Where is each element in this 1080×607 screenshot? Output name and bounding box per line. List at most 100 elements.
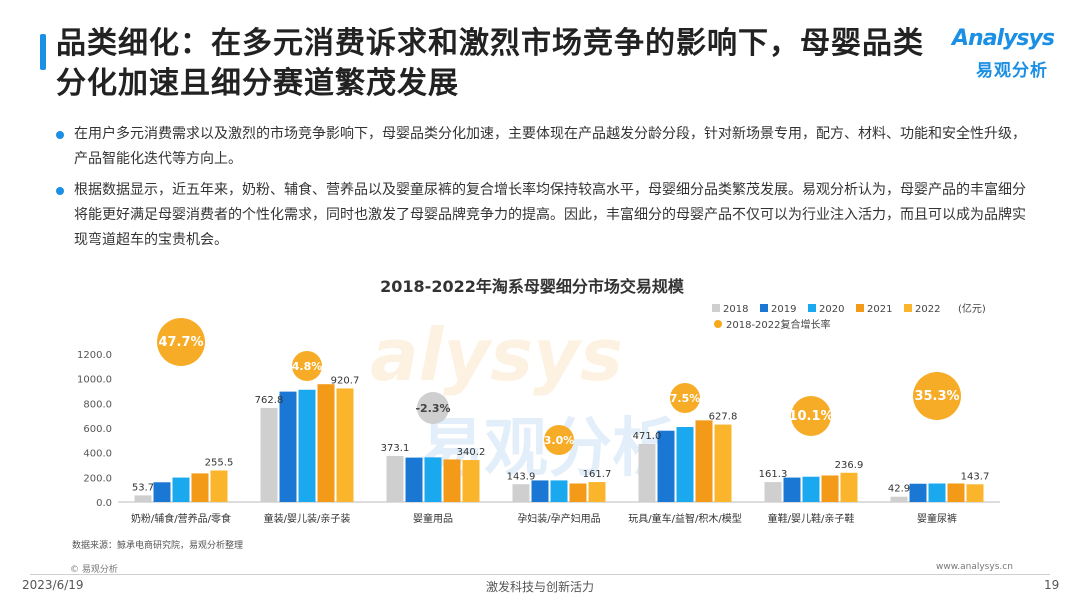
cagr-circle [157, 318, 205, 366]
y-tick-label: 600.0 [83, 424, 112, 435]
cagr-circle [670, 383, 700, 413]
bar [298, 389, 316, 502]
bar [764, 482, 782, 502]
bar [821, 475, 839, 502]
chart-legend: 2018 2019 2020 2021 2022 (亿元) 2018-2022复合增长率 [712, 302, 986, 331]
bar [657, 430, 675, 502]
footer-logo-text: © 易观分析 [70, 565, 118, 575]
bullet-dot-icon [56, 187, 64, 195]
legend-label: 2019 [771, 304, 796, 315]
bar [783, 477, 801, 502]
footer-slogan: 激发科技与创新活力 [485, 580, 594, 594]
bar [424, 457, 442, 502]
footer-date: 2023/6/19 [22, 578, 84, 592]
bar [588, 482, 606, 502]
legend-swatch [856, 304, 864, 312]
chart-title: 2018-2022年淘系母婴细分市场交易规模 [380, 277, 685, 296]
data-source-note: 数据来源：鲸承电商研究院，易观分析整理 [72, 541, 244, 551]
cagr-circle [913, 372, 961, 420]
bullet-text: 在用户多元消费需求以及激烈的市场竞争影响下，母婴品类分化加速，主要体现在产品越发… [74, 126, 1026, 167]
legend-swatch [712, 304, 720, 312]
bar [947, 483, 965, 502]
legend-swatch [808, 304, 816, 312]
bar [260, 407, 278, 502]
bar [191, 473, 209, 502]
page-title: 品类细化：在多元消费诉求和激烈市场竞争的影响下，母婴品类分化加速且细分赛道繁茂发… [56, 26, 924, 101]
cagr-circle [791, 396, 831, 436]
bar [512, 484, 530, 502]
data-label-2018: 161.3 [759, 469, 788, 480]
cagr-circle [544, 425, 574, 455]
data-label-2022: 920.7 [331, 375, 360, 386]
cagr-label: 3.0% [544, 434, 575, 447]
legend-label: 2022 [915, 304, 940, 315]
data-label-2018: 471.0 [633, 431, 662, 442]
data-label-2022: 340.2 [457, 447, 486, 458]
bar [336, 388, 354, 502]
data-label-2022: 143.7 [961, 471, 990, 482]
cagr-label: 35.3% [914, 389, 959, 404]
cagr-label: -2.3% [415, 402, 450, 415]
bar [210, 470, 228, 502]
x-category-label: 婴童尿裤 [917, 512, 957, 525]
legend-swatch [760, 304, 768, 312]
x-category-label: 孕妇装/孕产妇用品 [517, 512, 600, 525]
cagr-label: 7.5% [670, 392, 701, 405]
legend-unit: (亿元) [958, 302, 986, 315]
bar [890, 496, 908, 502]
y-tick-label: 400.0 [83, 449, 112, 460]
bar [386, 455, 404, 502]
y-tick-label: 1200.0 [77, 350, 112, 361]
bar [317, 384, 335, 502]
legend-cagr-dot-icon [714, 320, 722, 328]
legend-swatch [904, 304, 912, 312]
y-tick-label: 800.0 [83, 399, 112, 410]
cagr-label: 47.7% [158, 335, 203, 350]
bar [405, 457, 423, 502]
bar [279, 391, 297, 502]
bar [676, 427, 694, 502]
cagr-circle [417, 392, 449, 424]
bar [462, 460, 480, 502]
bar [909, 483, 927, 502]
chart-container: 2018-2022年淘系母婴细分市场交易规模 2018 2019 2020 2021 2… [0, 268, 1080, 558]
data-label-2022: 627.8 [709, 412, 738, 423]
bullet-dot-icon [56, 131, 64, 139]
y-tick-label: 200.0 [83, 473, 112, 484]
legend-label: 2021 [867, 304, 892, 315]
data-label-2018: 762.8 [255, 395, 284, 406]
data-label-2018: 42.9 [888, 484, 910, 495]
bar [966, 484, 984, 502]
bar [153, 482, 171, 502]
bar [714, 424, 732, 502]
cagr-label: 4.8% [292, 360, 323, 373]
x-category-label: 玩具/童车/益智/积木/模型 [628, 512, 741, 525]
cagr-label: 10.1% [788, 409, 833, 424]
logo-wordmark: Analysys [952, 26, 1055, 51]
bullet-list: 在用户多元消费需求以及激烈的市场竞争影响下，母婴品类分化加速，主要体现在产品越发… [56, 122, 1036, 259]
logo-chinese-name: 易观分析 [976, 61, 1048, 81]
bar [134, 495, 152, 502]
bar [695, 420, 713, 502]
x-category-label: 奶粉/辅食/营养品/零食 [131, 512, 231, 525]
data-label-2018: 143.9 [507, 471, 536, 482]
bar [802, 476, 820, 502]
bar [172, 477, 190, 502]
cagr-circle [292, 351, 322, 381]
x-category-label: 童鞋/婴儿鞋/亲子鞋 [768, 512, 855, 525]
bullet-item: 根据数据显示，近五年来，奶粉、辅食、营养品以及婴童尿裤的复合增长率均保持较高水平… [56, 178, 1036, 253]
bar [443, 459, 461, 502]
x-category-label: 童装/婴儿装/亲子装 [264, 512, 351, 525]
legend-label: 2018 [723, 304, 748, 315]
data-label-2018: 53.7 [132, 482, 154, 493]
page-number: 19 [1044, 578, 1060, 592]
data-label-2022: 255.5 [205, 457, 234, 468]
bullet-item: 在用户多元消费需求以及激烈的市场竞争影响下，母婴品类分化加速，主要体现在产品越发… [56, 122, 1036, 172]
bar [550, 480, 568, 502]
data-label-2018: 373.1 [381, 443, 410, 454]
cagr-markers: 47.7% 4.8% -2.3% 3.0% 7.5% 10.1% 35.3% [157, 318, 961, 455]
data-label-2022: 236.9 [835, 460, 864, 471]
y-tick-label: 1000.0 [77, 375, 112, 386]
data-label-2022: 161.7 [583, 469, 612, 480]
bar [569, 483, 587, 502]
